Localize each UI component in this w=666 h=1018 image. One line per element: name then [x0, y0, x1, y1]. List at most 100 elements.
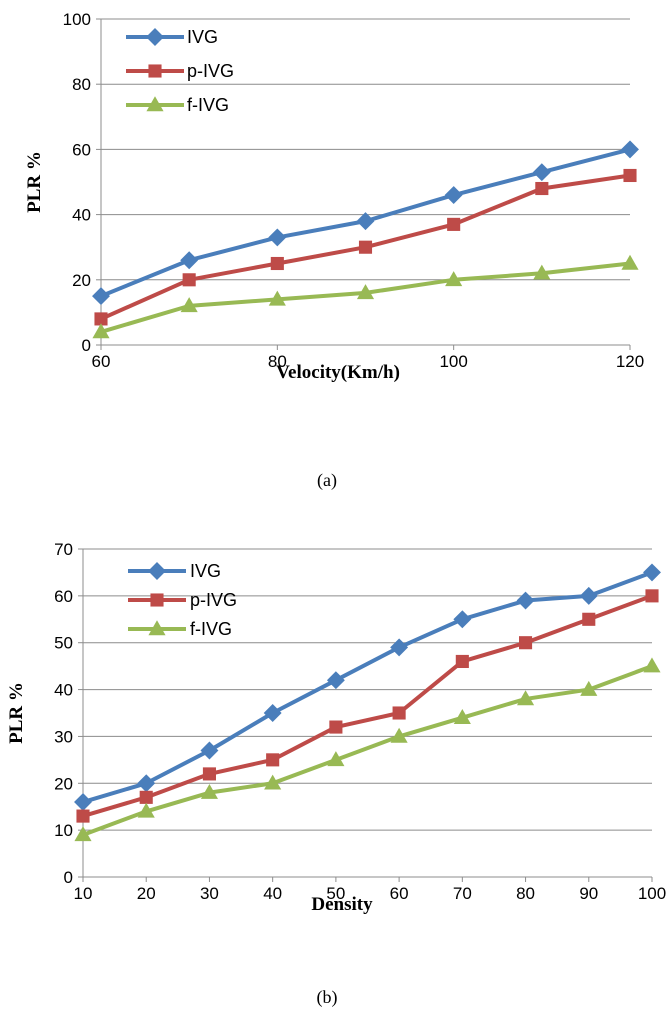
- x-tick-label: 60: [92, 352, 111, 371]
- x-tick-label: 70: [453, 884, 472, 903]
- data-point: [268, 228, 287, 247]
- data-point: [326, 671, 345, 690]
- series-ivg: [92, 140, 639, 306]
- legend-label: IVG: [187, 27, 218, 47]
- series-p-ivg: [94, 168, 637, 326]
- data-point: [180, 251, 199, 270]
- legend-marker: [148, 64, 162, 78]
- x-tick-label: 60: [390, 884, 409, 903]
- x-tick-label: 80: [516, 884, 535, 903]
- series-line: [82, 593, 653, 819]
- data-point: [390, 727, 408, 743]
- legend-label: f-IVG: [187, 95, 229, 115]
- data-point: [92, 323, 110, 339]
- y-axis-title: PLR %: [6, 682, 27, 744]
- y-tick-label: 80: [72, 75, 91, 94]
- x-tick-label: 20: [137, 884, 156, 903]
- data-point: [266, 753, 280, 767]
- legend-marker: [148, 620, 166, 636]
- x-tick-label: 100: [439, 352, 467, 371]
- data-point: [444, 186, 463, 204]
- legend-item: p-IVG: [126, 61, 234, 81]
- data-point: [76, 809, 90, 823]
- series-line: [82, 570, 653, 804]
- chart-a-velocity: 0 20 40 60 80 100 60 80 100 120 Velocity(Km/h) PLR …: [24, 10, 644, 491]
- legend-label: p-IVG: [187, 61, 234, 81]
- data-point: [263, 704, 282, 722]
- y-tick-label: 20: [72, 271, 91, 290]
- series-p-ivg: [76, 589, 659, 823]
- data-point: [137, 802, 155, 818]
- series-f-ivg: [92, 254, 639, 339]
- data-point: [447, 217, 461, 231]
- x-tick-label: 100: [638, 884, 666, 903]
- data-point: [643, 657, 661, 673]
- x-tick-label: 90: [579, 884, 598, 903]
- y-tick-label: 50: [54, 634, 73, 653]
- data-point: [74, 793, 92, 811]
- data-point: [94, 312, 108, 326]
- y-tick-label: 20: [54, 774, 73, 793]
- data-point: [180, 297, 198, 313]
- x-tick-label: 80: [268, 352, 287, 371]
- data-point: [645, 589, 659, 603]
- data-point: [74, 826, 92, 842]
- x-tick-label: 30: [200, 884, 219, 903]
- data-point: [535, 181, 549, 196]
- data-point: [358, 240, 373, 254]
- legend-label: f-IVG: [190, 619, 232, 639]
- data-point: [582, 612, 596, 626]
- x-tick-label: 40: [263, 884, 282, 903]
- data-point: [516, 591, 535, 610]
- data-point: [532, 163, 551, 182]
- legend: IVG p-IVG f-IVG: [128, 561, 237, 639]
- data-point: [264, 774, 282, 790]
- legend-label: p-IVG: [190, 590, 237, 610]
- legend-marker: [146, 96, 164, 112]
- data-point: [137, 774, 156, 793]
- data-point: [621, 140, 639, 159]
- y-axis-title: PLR %: [24, 151, 45, 213]
- legend-marker: [150, 593, 164, 607]
- data-point: [516, 690, 535, 706]
- y-tick-label: 30: [54, 727, 73, 746]
- legend: IVG p-IVG f-IVG: [126, 27, 234, 115]
- legend-label: IVG: [190, 561, 221, 581]
- y-tick-label: 10: [54, 821, 73, 840]
- data-point: [327, 751, 345, 767]
- x-axis-title: Velocity(Km/h): [276, 362, 400, 383]
- x-tick-label: 120: [616, 352, 644, 371]
- data-point: [579, 586, 598, 605]
- data-point: [445, 271, 463, 287]
- y-tick-label: 0: [82, 336, 91, 355]
- data-point: [643, 563, 661, 582]
- legend-item: IVG: [128, 561, 221, 581]
- data-point: [200, 741, 219, 760]
- data-point: [202, 767, 216, 781]
- y-tick-label: 70: [54, 540, 73, 559]
- data-point: [268, 290, 286, 306]
- data-point: [356, 284, 375, 300]
- data-point: [623, 168, 637, 183]
- figure-caption: (b): [317, 987, 338, 1008]
- legend-marker: [146, 28, 164, 46]
- data-point: [533, 264, 551, 280]
- legend-item: p-IVG: [128, 590, 237, 610]
- data-point: [139, 790, 153, 804]
- x-tick-label: 10: [74, 884, 93, 903]
- series-f-ivg: [74, 657, 661, 842]
- data-point: [356, 212, 375, 231]
- data-point: [453, 708, 471, 724]
- series-line: [82, 664, 653, 837]
- data-point: [92, 287, 110, 306]
- figure-caption: (a): [317, 470, 337, 491]
- series-ivg: [74, 563, 661, 811]
- data-point: [390, 638, 409, 657]
- data-point: [621, 254, 639, 270]
- x-axis-title: Density: [311, 894, 373, 915]
- data-point: [329, 720, 343, 734]
- y-tick-label: 60: [54, 587, 73, 606]
- legend-item: f-IVG: [126, 95, 229, 115]
